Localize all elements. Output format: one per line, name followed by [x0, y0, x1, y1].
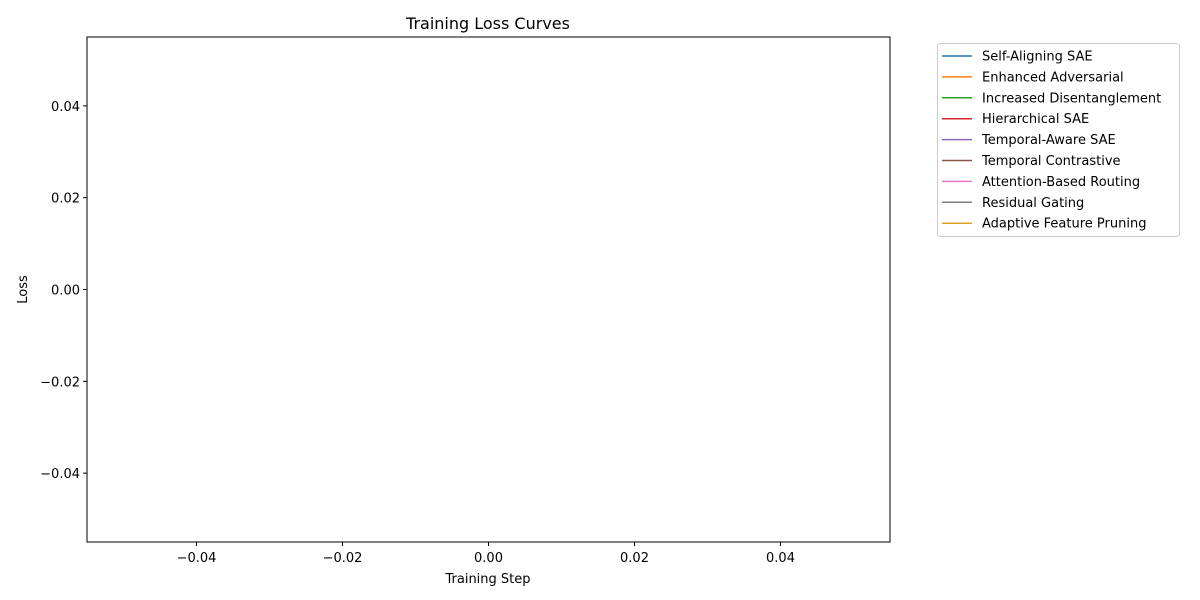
- legend: Self-Aligning SAE Enhanced Adversarial Inc…: [937, 43, 1180, 237]
- legend-label: Adaptive Feature Pruning: [982, 217, 1146, 232]
- y-tick-label: 0.04: [51, 100, 80, 115]
- legend-label: Residual Gating: [982, 196, 1084, 211]
- legend-label: Attention-Based Routing: [982, 175, 1140, 190]
- x-axis-label: Training Step: [444, 572, 530, 587]
- legend-label: Increased Disentanglement: [982, 91, 1161, 106]
- legend-label: Enhanced Adversarial: [982, 70, 1124, 85]
- y-tick-label: 0.02: [51, 192, 80, 207]
- chart-title: Training Loss Curves: [405, 14, 570, 33]
- x-tick-label: −0.04: [177, 551, 217, 566]
- legend-label: Self-Aligning SAE: [982, 50, 1093, 65]
- legend-label: Temporal-Aware SAE: [981, 133, 1116, 148]
- y-tick-label: −0.02: [40, 375, 80, 390]
- x-tick-label: −0.02: [323, 551, 363, 566]
- x-tick-label: 0.02: [620, 551, 649, 566]
- x-axis-ticks: −0.04 −0.02 0.00 0.02 0.04: [177, 542, 795, 566]
- y-axis-ticks: −0.04 −0.02 0.00 0.02 0.04: [40, 100, 87, 482]
- y-tick-label: 0.00: [51, 284, 80, 299]
- legend-frame: [937, 43, 1180, 237]
- y-tick-label: −0.04: [40, 467, 80, 482]
- y-axis-label: Loss: [16, 275, 31, 304]
- x-tick-label: 0.00: [474, 551, 503, 566]
- x-tick-label: 0.04: [766, 551, 795, 566]
- legend-label: Hierarchical SAE: [982, 112, 1089, 127]
- legend-label: Temporal Contrastive: [981, 154, 1121, 169]
